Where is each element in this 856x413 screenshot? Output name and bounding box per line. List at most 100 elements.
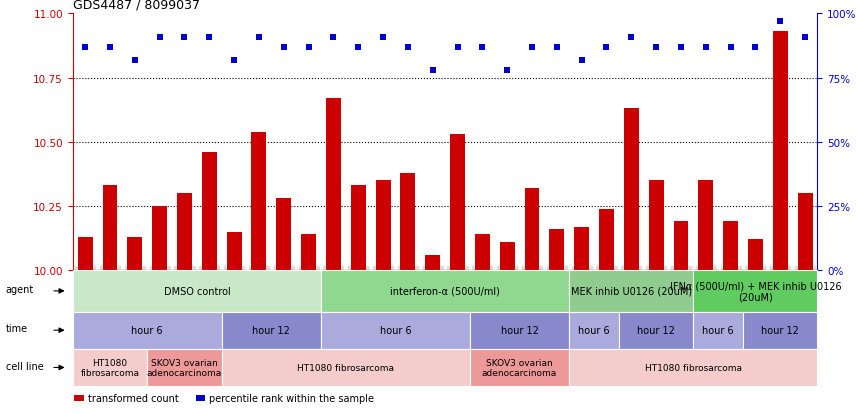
Bar [326,99,341,271]
Bar [698,181,713,271]
Text: hour 6: hour 6 [380,325,411,335]
Bar [798,194,812,271]
Bar [470,312,569,349]
Bar [500,242,514,271]
Point [675,45,688,51]
Bar [196,395,205,401]
Point [748,45,763,51]
Bar [401,173,415,271]
Text: hour 6: hour 6 [703,325,734,335]
Text: DMSO control: DMSO control [163,286,230,296]
Text: MEK inhib U0126 (20uM): MEK inhib U0126 (20uM) [571,286,692,296]
Bar [227,232,241,271]
Point [128,57,142,64]
Text: percentile rank within the sample: percentile rank within the sample [209,393,374,403]
Text: GDS4487 / 8099037: GDS4487 / 8099037 [73,0,199,12]
Point [649,45,663,51]
Bar [177,194,192,271]
Bar [624,109,639,271]
Bar [649,181,663,271]
Bar [550,230,564,271]
Bar [674,222,688,271]
Bar [222,349,470,386]
Bar [723,222,738,271]
Text: transformed count: transformed count [87,393,178,403]
Text: HT1080 fibrosarcoma: HT1080 fibrosarcoma [297,363,395,372]
Text: hour 6: hour 6 [579,325,609,335]
Text: time: time [6,323,27,334]
Bar [321,312,470,349]
Bar [351,186,366,271]
Text: hour 12: hour 12 [761,325,800,335]
Point [425,67,440,74]
Bar [743,312,817,349]
Bar [748,240,763,271]
Bar [73,271,321,312]
Bar [450,135,465,271]
Bar [152,206,167,271]
Point [152,34,166,41]
Point [276,45,290,51]
Text: hour 12: hour 12 [253,325,290,335]
Point [327,34,341,41]
Bar [574,227,589,271]
Bar [202,153,217,271]
Point [401,45,415,51]
Bar [693,312,743,349]
Point [178,34,192,41]
Point [377,34,390,41]
Point [724,45,738,51]
Bar [475,235,490,271]
Bar [321,271,569,312]
Bar [773,32,788,271]
Text: HT1080 fibrosarcoma: HT1080 fibrosarcoma [645,363,742,372]
Text: cell line: cell line [6,361,44,371]
Text: SKOV3 ovarian
adenocarcinoma: SKOV3 ovarian adenocarcinoma [147,358,222,377]
Point [103,45,116,51]
Bar [128,237,142,271]
Text: hour 6: hour 6 [132,325,163,335]
Point [698,45,712,51]
Bar [470,349,569,386]
Text: hour 12: hour 12 [501,325,538,335]
Point [476,45,490,51]
Point [774,19,788,26]
Bar [569,271,693,312]
Bar [569,312,619,349]
Point [500,67,514,74]
Bar [252,132,266,271]
Point [525,45,539,51]
Point [301,45,315,51]
Point [450,45,464,51]
Point [252,34,265,41]
Bar [147,349,222,386]
Bar [425,255,440,271]
Point [575,57,589,64]
Point [228,57,241,64]
Bar [74,395,84,401]
Point [550,45,563,51]
Bar [525,189,539,271]
Bar [619,312,693,349]
Point [798,34,811,41]
Bar [73,312,222,349]
Bar [301,235,316,271]
Bar [222,312,321,349]
Bar [276,199,291,271]
Bar [73,349,147,386]
Bar [599,209,614,271]
Bar [693,271,817,312]
Bar [569,349,817,386]
Point [625,34,639,41]
Text: agent: agent [6,284,34,294]
Text: interferon-α (500U/ml): interferon-α (500U/ml) [390,286,500,296]
Point [600,45,614,51]
Bar [78,237,92,271]
Bar [376,181,390,271]
Point [79,45,92,51]
Text: IFNα (500U/ml) + MEK inhib U0126
(20uM): IFNα (500U/ml) + MEK inhib U0126 (20uM) [669,280,841,302]
Bar [103,186,117,271]
Point [352,45,366,51]
Point [203,34,216,41]
Text: HT1080
fibrosarcoma: HT1080 fibrosarcoma [80,358,140,377]
